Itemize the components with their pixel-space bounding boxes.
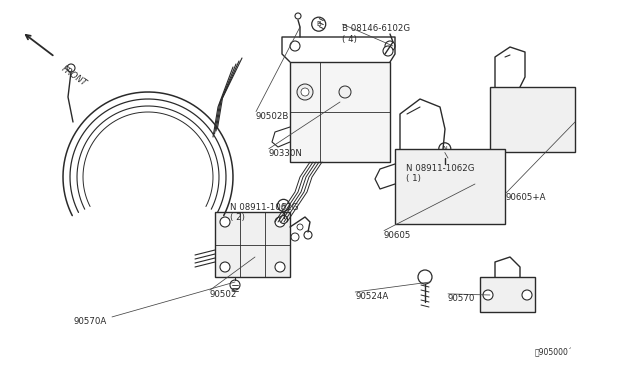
Text: N 08911-1062G
( 1): N 08911-1062G ( 1) xyxy=(406,164,475,183)
Text: N: N xyxy=(281,203,286,208)
Circle shape xyxy=(339,86,351,98)
Text: 90524A: 90524A xyxy=(355,292,388,301)
Circle shape xyxy=(383,46,393,56)
Text: 90605: 90605 xyxy=(384,231,412,240)
Circle shape xyxy=(280,215,287,224)
Circle shape xyxy=(301,88,309,96)
Circle shape xyxy=(441,161,449,170)
Text: 90570A: 90570A xyxy=(74,317,107,326)
Circle shape xyxy=(220,262,230,272)
Text: 90502: 90502 xyxy=(210,290,237,299)
Circle shape xyxy=(418,270,432,284)
Circle shape xyxy=(290,41,300,51)
Circle shape xyxy=(230,280,240,290)
Circle shape xyxy=(295,13,301,19)
Circle shape xyxy=(297,84,313,100)
Text: 90330N: 90330N xyxy=(269,149,303,158)
Circle shape xyxy=(385,41,395,51)
Text: B 08146-6102G
( 4): B 08146-6102G ( 4) xyxy=(342,24,410,44)
Circle shape xyxy=(483,290,493,300)
Text: N 08911-1062G
( 2): N 08911-1062G ( 2) xyxy=(230,203,299,222)
Text: 90570: 90570 xyxy=(448,294,476,303)
Circle shape xyxy=(275,217,285,227)
Circle shape xyxy=(304,231,312,239)
Circle shape xyxy=(522,290,532,300)
Circle shape xyxy=(297,224,303,230)
Circle shape xyxy=(278,199,289,211)
Text: B: B xyxy=(316,21,321,27)
Circle shape xyxy=(220,217,230,227)
Text: FRONT: FRONT xyxy=(60,64,89,88)
Text: 90502B: 90502B xyxy=(256,112,289,121)
Circle shape xyxy=(275,262,285,272)
Bar xyxy=(395,149,505,224)
Bar xyxy=(215,212,290,277)
Bar xyxy=(490,87,575,152)
Bar xyxy=(480,277,535,312)
Circle shape xyxy=(312,17,326,31)
Circle shape xyxy=(67,64,75,72)
Text: 90605+A: 90605+A xyxy=(506,193,546,202)
Circle shape xyxy=(291,233,299,241)
Text: N: N xyxy=(442,146,447,151)
Text: ␹905000´: ␹905000´ xyxy=(534,348,572,357)
Bar xyxy=(290,62,390,162)
Circle shape xyxy=(439,143,451,155)
